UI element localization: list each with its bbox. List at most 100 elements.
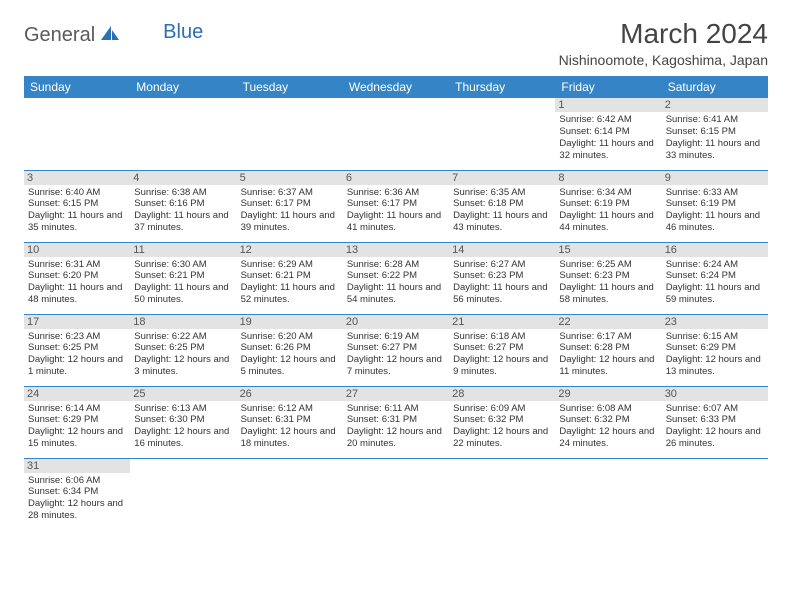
- weekday-header: Tuesday: [237, 76, 343, 98]
- calendar-cell: 29Sunrise: 6:08 AMSunset: 6:32 PMDayligh…: [555, 386, 661, 458]
- sunrise-text: Sunrise: 6:38 AM: [134, 187, 232, 199]
- sunrise-text: Sunrise: 6:31 AM: [28, 259, 126, 271]
- day-number: 31: [24, 459, 130, 473]
- calendar-table: SundayMondayTuesdayWednesdayThursdayFrid…: [24, 76, 768, 530]
- daylight-text: Daylight: 12 hours and 3 minutes.: [134, 354, 232, 378]
- sunset-text: Sunset: 6:22 PM: [347, 270, 445, 282]
- daylight-text: Daylight: 12 hours and 1 minute.: [28, 354, 126, 378]
- calendar-cell: [130, 458, 236, 530]
- calendar-cell: 22Sunrise: 6:17 AMSunset: 6:28 PMDayligh…: [555, 314, 661, 386]
- daylight-text: Daylight: 11 hours and 43 minutes.: [453, 210, 551, 234]
- day-number: 12: [237, 243, 343, 257]
- calendar-row: 24Sunrise: 6:14 AMSunset: 6:29 PMDayligh…: [24, 386, 768, 458]
- sunset-text: Sunset: 6:27 PM: [453, 342, 551, 354]
- day-number: 3: [24, 171, 130, 185]
- sunrise-text: Sunrise: 6:19 AM: [347, 331, 445, 343]
- calendar-cell: 20 Sunrise: 6:19 AMSunset: 6:27 PMDayligh…: [343, 314, 449, 386]
- title-block: March 2024 Nishinoomote, Kagoshima, Japa…: [559, 18, 768, 68]
- weekday-header: Wednesday: [343, 76, 449, 98]
- sunrise-text: Sunrise: 6:33 AM: [666, 187, 764, 199]
- calendar-cell: [662, 458, 768, 530]
- calendar-cell: 16Sunrise: 6:24 AMSunset: 6:24 PMDayligh…: [662, 242, 768, 314]
- day-number: 15: [555, 243, 661, 257]
- month-title: March 2024: [559, 18, 768, 50]
- daylight-text: Daylight: 11 hours and 56 minutes.: [453, 282, 551, 306]
- calendar-cell: 3Sunrise: 6:40 AMSunset: 6:15 PMDaylight…: [24, 170, 130, 242]
- calendar-cell: 17 Sunrise: 6:23 AMSunset: 6:25 PMDayligh…: [24, 314, 130, 386]
- calendar-cell: 26Sunrise: 6:12 AMSunset: 6:31 PMDayligh…: [237, 386, 343, 458]
- calendar-cell: 1Sunrise: 6:42 AMSunset: 6:14 PMDaylight…: [555, 98, 661, 170]
- sunset-text: Sunset: 6:17 PM: [241, 198, 339, 210]
- day-number: 29: [555, 387, 661, 401]
- calendar-cell: 7Sunrise: 6:35 AMSunset: 6:18 PMDaylight…: [449, 170, 555, 242]
- sunset-text: Sunset: 6:33 PM: [666, 414, 764, 426]
- daylight-text: Daylight: 11 hours and 52 minutes.: [241, 282, 339, 306]
- calendar-cell: [24, 98, 130, 170]
- day-number: 18: [130, 315, 236, 329]
- daylight-text: Daylight: 11 hours and 39 minutes.: [241, 210, 339, 234]
- day-number: 2: [662, 98, 768, 112]
- sunset-text: Sunset: 6:29 PM: [28, 414, 126, 426]
- calendar-row: 1Sunrise: 6:42 AMSunset: 6:14 PMDaylight…: [24, 98, 768, 170]
- sunrise-text: Sunrise: 6:09 AM: [453, 403, 551, 415]
- sunrise-text: Sunrise: 6:08 AM: [559, 403, 657, 415]
- daylight-text: Daylight: 11 hours and 46 minutes.: [666, 210, 764, 234]
- sunrise-text: Sunrise: 6:18 AM: [453, 331, 551, 343]
- daylight-text: Daylight: 11 hours and 33 minutes.: [666, 138, 764, 162]
- weekday-header: Sunday: [24, 76, 130, 98]
- sunset-text: Sunset: 6:15 PM: [666, 126, 764, 138]
- sunrise-text: Sunrise: 6:15 AM: [666, 331, 764, 343]
- calendar-cell: 31 Sunrise: 6:06 AMSunset: 6:34 PMDayligh…: [24, 458, 130, 530]
- calendar-cell: 14Sunrise: 6:27 AMSunset: 6:23 PMDayligh…: [449, 242, 555, 314]
- sail-icon: [99, 24, 121, 47]
- sunset-text: Sunset: 6:21 PM: [134, 270, 232, 282]
- sunrise-text: Sunrise: 6:23 AM: [28, 331, 126, 343]
- sunset-text: Sunset: 6:27 PM: [347, 342, 445, 354]
- calendar-cell: 30Sunrise: 6:07 AMSunset: 6:33 PMDayligh…: [662, 386, 768, 458]
- header: General Blue March 2024 Nishinoomote, Ka…: [24, 18, 768, 68]
- sunrise-text: Sunrise: 6:06 AM: [28, 475, 126, 487]
- calendar-row: 31 Sunrise: 6:06 AMSunset: 6:34 PMDayligh…: [24, 458, 768, 530]
- daylight-text: Daylight: 11 hours and 58 minutes.: [559, 282, 657, 306]
- sunrise-text: Sunrise: 6:29 AM: [241, 259, 339, 271]
- calendar-cell: [449, 98, 555, 170]
- calendar-cell: 25Sunrise: 6:13 AMSunset: 6:30 PMDayligh…: [130, 386, 236, 458]
- day-number: 17: [24, 315, 130, 329]
- calendar-cell: 6Sunrise: 6:36 AMSunset: 6:17 PMDaylight…: [343, 170, 449, 242]
- day-number: 25: [130, 387, 236, 401]
- sunset-text: Sunset: 6:26 PM: [241, 342, 339, 354]
- calendar-cell: 13Sunrise: 6:28 AMSunset: 6:22 PMDayligh…: [343, 242, 449, 314]
- weekday-header: Thursday: [449, 76, 555, 98]
- calendar-body: 1Sunrise: 6:42 AMSunset: 6:14 PMDaylight…: [24, 98, 768, 530]
- daylight-text: Daylight: 12 hours and 9 minutes.: [453, 354, 551, 378]
- daylight-text: Daylight: 12 hours and 18 minutes.: [241, 426, 339, 450]
- day-number: 20: [343, 315, 449, 329]
- daylight-text: Daylight: 12 hours and 20 minutes.: [347, 426, 445, 450]
- daylight-text: Daylight: 11 hours and 44 minutes.: [559, 210, 657, 234]
- daylight-text: Daylight: 12 hours and 7 minutes.: [347, 354, 445, 378]
- sunrise-text: Sunrise: 6:30 AM: [134, 259, 232, 271]
- sunrise-text: Sunrise: 6:28 AM: [347, 259, 445, 271]
- calendar-cell: [237, 98, 343, 170]
- day-number: 10: [24, 243, 130, 257]
- sunrise-text: Sunrise: 6:20 AM: [241, 331, 339, 343]
- sunrise-text: Sunrise: 6:25 AM: [559, 259, 657, 271]
- day-number: 30: [662, 387, 768, 401]
- daylight-text: Daylight: 11 hours and 32 minutes.: [559, 138, 657, 162]
- sunrise-text: Sunrise: 6:42 AM: [559, 114, 657, 126]
- day-number: 7: [449, 171, 555, 185]
- sunset-text: Sunset: 6:34 PM: [28, 486, 126, 498]
- sunset-text: Sunset: 6:15 PM: [28, 198, 126, 210]
- daylight-text: Daylight: 12 hours and 16 minutes.: [134, 426, 232, 450]
- sunrise-text: Sunrise: 6:07 AM: [666, 403, 764, 415]
- sunset-text: Sunset: 6:31 PM: [241, 414, 339, 426]
- sunset-text: Sunset: 6:25 PM: [28, 342, 126, 354]
- day-number: 9: [662, 171, 768, 185]
- daylight-text: Daylight: 12 hours and 28 minutes.: [28, 498, 126, 522]
- location: Nishinoomote, Kagoshima, Japan: [559, 52, 768, 68]
- sunset-text: Sunset: 6:21 PM: [241, 270, 339, 282]
- daylight-text: Daylight: 11 hours and 50 minutes.: [134, 282, 232, 306]
- calendar-cell: 23Sunrise: 6:15 AMSunset: 6:29 PMDayligh…: [662, 314, 768, 386]
- daylight-text: Daylight: 12 hours and 22 minutes.: [453, 426, 551, 450]
- calendar-cell: [343, 458, 449, 530]
